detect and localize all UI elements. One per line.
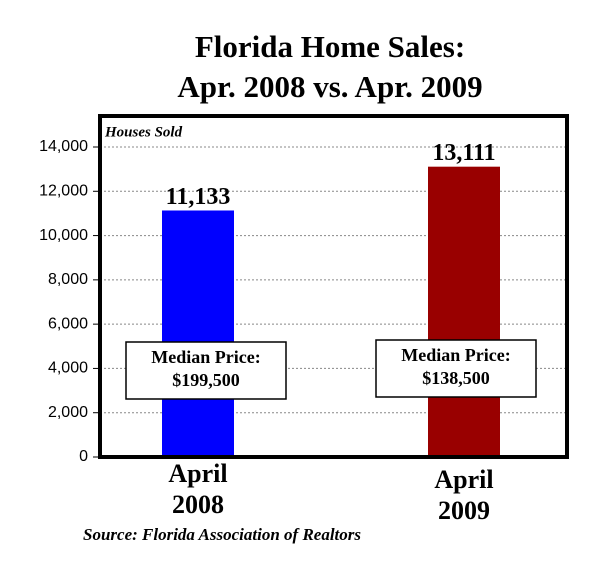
source: Source: Florida Association of Realtors [83,525,361,544]
x-tick-label: 2009 [438,496,490,525]
chart-title: Apr. 2008 vs. Apr. 2009 [177,69,482,104]
x-tick-label: 2008 [172,490,224,519]
y-axis-label: Houses Sold [104,124,183,140]
bar [428,166,500,457]
annotation: Median Price: [401,345,510,365]
x-tick-label: April [434,465,493,494]
annotation: $199,500 [172,370,240,390]
y-tick-label: 0 [79,448,88,465]
bar [162,210,234,457]
annotation-box [375,339,537,398]
annotation: $138,500 [422,368,490,388]
x-tick-label: April [168,459,227,488]
y-tick-label: 2,000 [48,404,88,421]
y-tick-label: 14,000 [39,138,88,155]
annotation: Median Price: [151,347,260,367]
value-label: 13,111 [432,140,495,166]
y-tick-label: 6,000 [48,315,88,332]
y-tick-label: 10,000 [39,227,88,244]
y-tick-label: 12,000 [39,183,88,200]
plot-frame [98,114,569,459]
y-tick-label: 8,000 [48,271,88,288]
annotation-box [125,341,287,400]
value-label: 11,133 [166,184,231,210]
y-tick-label: 4,000 [48,360,88,377]
chart-title: Florida Home Sales: [195,29,465,64]
